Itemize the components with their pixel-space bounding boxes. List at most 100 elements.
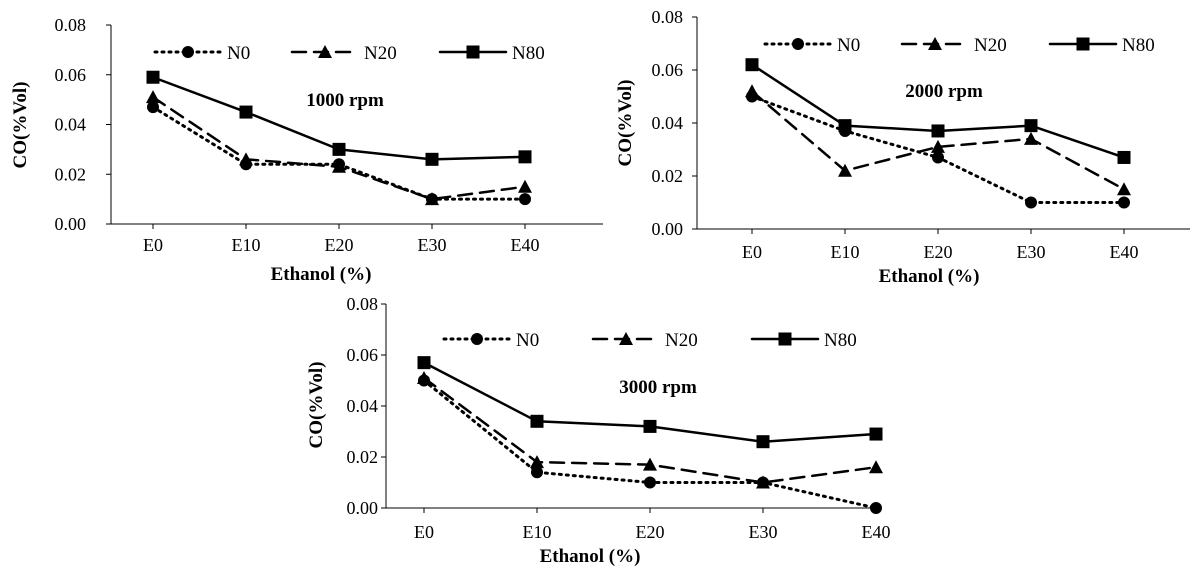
x-axis-title: Ethanol (%): [879, 266, 980, 287]
y-tick-label: 0.02: [347, 447, 379, 467]
series-n80: [417, 356, 883, 449]
data-point: [239, 152, 253, 166]
speed-annotation: 3000 rpm: [619, 377, 697, 398]
data-point: [838, 163, 852, 177]
x-tick-label: E40: [1110, 242, 1139, 262]
data-point: [1118, 196, 1130, 209]
legend-label: N20: [665, 330, 698, 351]
y-tick-label: 0.06: [652, 60, 684, 80]
data-point: [869, 460, 883, 474]
x-tick-label: E20: [636, 522, 665, 542]
legend-marker: [471, 333, 483, 345]
data-point: [147, 101, 159, 114]
x-tick-label: E10: [831, 242, 860, 262]
data-point: [1024, 119, 1038, 133]
legend-label: N80: [512, 43, 545, 64]
data-point: [756, 475, 770, 489]
data-point: [530, 414, 544, 428]
x-tick-label: E0: [414, 522, 434, 542]
legend-item-n0: N0: [153, 43, 250, 64]
x-tick-label: E0: [143, 235, 163, 255]
legend-label: N80: [824, 330, 857, 351]
data-point: [332, 159, 346, 173]
data-point: [425, 192, 439, 206]
legend-label: N0: [837, 35, 860, 56]
data-point: [425, 152, 439, 166]
y-axis-title: CO(%Vol): [306, 362, 327, 449]
legend-label: N20: [364, 43, 397, 64]
y-tick-label: 0.06: [347, 345, 379, 365]
series-n80: [745, 58, 1131, 164]
data-point: [530, 455, 544, 469]
x-tick-label: E40: [862, 522, 891, 542]
data-point: [745, 58, 759, 72]
y-tick-label: 0.08: [347, 294, 379, 314]
legend-item-n0: N0: [442, 330, 539, 351]
data-point: [838, 119, 852, 133]
legend-marker: [928, 37, 942, 50]
series-n20: [745, 84, 1131, 196]
x-tick-label: E30: [418, 235, 447, 255]
y-tick-label: 0.04: [347, 396, 379, 416]
data-point: [332, 142, 346, 156]
data-point: [239, 105, 253, 119]
y-tick-label: 0.00: [652, 219, 684, 239]
data-point: [931, 139, 945, 153]
speed-annotation: 1000 rpm: [306, 90, 384, 111]
x-tick-label: E10: [523, 522, 552, 542]
x-tick-label: E20: [325, 235, 354, 255]
legend-marker: [778, 332, 792, 346]
y-tick-label: 0.04: [652, 113, 684, 133]
data-point: [1117, 150, 1131, 164]
legend-item-n20: N20: [290, 43, 397, 64]
legend-marker: [182, 46, 194, 58]
data-point: [519, 193, 531, 206]
y-tick-label: 0.00: [55, 214, 87, 234]
series-line: [422, 379, 878, 510]
data-point: [644, 476, 656, 489]
series-n20: [417, 370, 883, 489]
y-axis-title: CO(%Vol): [615, 80, 636, 167]
legend-marker: [466, 45, 480, 59]
legend-label: N0: [516, 330, 539, 351]
legend-item-n80: N80: [750, 330, 857, 351]
x-tick-label: E30: [749, 522, 778, 542]
x-tick-label: E30: [1017, 242, 1046, 262]
x-tick-label: E10: [232, 235, 261, 255]
series-n80: [146, 70, 532, 166]
legend-item-n80: N80: [438, 43, 545, 64]
y-tick-label: 0.00: [347, 498, 379, 518]
data-point: [146, 70, 160, 84]
x-tick-label: E40: [511, 235, 540, 255]
legend-label: N0: [227, 43, 250, 64]
data-point: [1024, 131, 1038, 145]
y-tick-label: 0.08: [55, 15, 87, 35]
data-point: [518, 179, 532, 193]
data-point: [756, 435, 770, 449]
y-tick-label: 0.04: [55, 115, 87, 135]
x-tick-label: E20: [924, 242, 953, 262]
data-point: [643, 419, 657, 433]
y-tick-label: 0.08: [652, 7, 684, 27]
legend-label: N80: [1122, 35, 1155, 56]
data-point: [531, 466, 543, 479]
y-tick-label: 0.06: [55, 65, 87, 85]
data-point: [643, 457, 657, 471]
data-point: [417, 356, 431, 370]
legend-marker: [619, 332, 633, 345]
series-n20: [146, 90, 532, 206]
data-point: [1117, 182, 1131, 196]
data-point: [745, 84, 759, 98]
data-point: [870, 502, 882, 514]
y-tick-label: 0.02: [652, 166, 684, 186]
x-tick-label: E0: [742, 242, 762, 262]
chart-panel-1: 0.00 0.02 0.04 0.06 0.08 E0 E10 E20 E30 E40 Ethano…: [10, 15, 603, 285]
legend-item-n20: N20: [591, 330, 698, 351]
legend-marker: [1076, 37, 1090, 51]
legend-item-n20: N20: [900, 35, 1007, 56]
data-point: [932, 151, 944, 164]
data-point: [146, 90, 160, 104]
data-point: [1025, 196, 1037, 209]
legend-marker: [318, 45, 332, 58]
